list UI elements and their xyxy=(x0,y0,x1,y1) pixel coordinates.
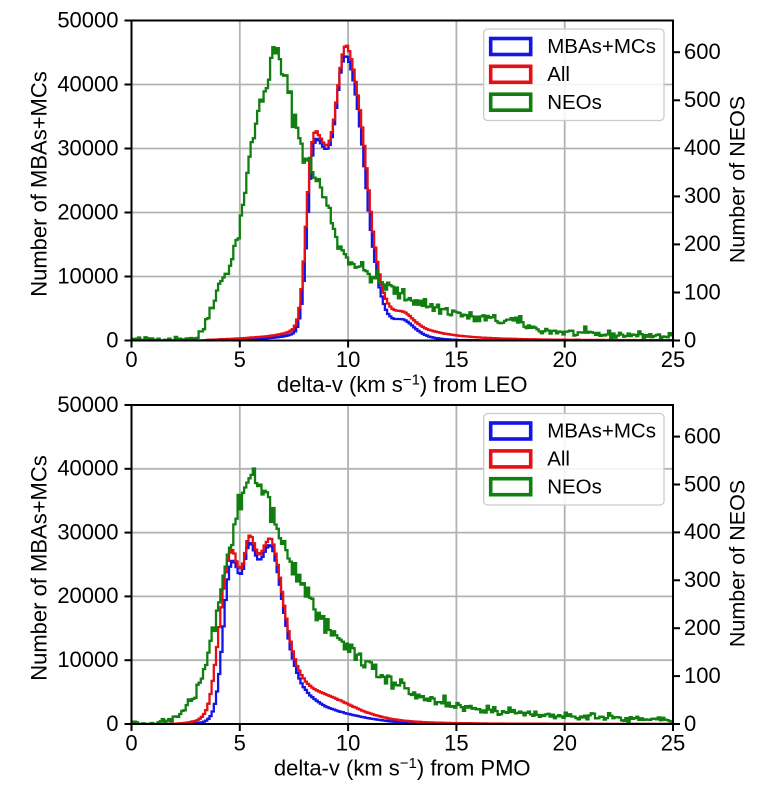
svg-text:10000: 10000 xyxy=(57,647,118,672)
svg-text:20000: 20000 xyxy=(57,583,118,608)
svg-text:10: 10 xyxy=(336,730,360,755)
svg-text:400: 400 xyxy=(684,135,721,160)
svg-text:200: 200 xyxy=(684,615,721,640)
svg-text:30000: 30000 xyxy=(57,135,118,160)
svg-text:30000: 30000 xyxy=(57,519,118,544)
svg-text:300: 300 xyxy=(684,567,721,592)
svg-text:0: 0 xyxy=(684,711,696,736)
svg-text:5: 5 xyxy=(234,347,246,372)
svg-text:MBAs+MCs: MBAs+MCs xyxy=(547,35,656,58)
svg-text:100: 100 xyxy=(684,663,721,688)
svg-text:Number of NEOS: Number of NEOS xyxy=(726,480,750,647)
svg-text:Number of MBAs+MCs: Number of MBAs+MCs xyxy=(27,71,52,297)
svg-text:20000: 20000 xyxy=(57,199,118,224)
svg-text:NEOs: NEOs xyxy=(547,91,602,114)
svg-text:0: 0 xyxy=(684,327,696,352)
svg-text:20: 20 xyxy=(552,730,576,755)
svg-text:600: 600 xyxy=(684,423,721,448)
svg-text:200: 200 xyxy=(684,231,721,256)
svg-text:15: 15 xyxy=(444,730,468,755)
svg-text:delta-v (km s−1) from PMO: delta-v (km s−1) from PMO xyxy=(274,755,531,781)
svg-text:600: 600 xyxy=(684,39,721,64)
svg-text:300: 300 xyxy=(684,183,721,208)
svg-text:10000: 10000 xyxy=(57,263,118,288)
svg-text:10: 10 xyxy=(336,347,360,372)
svg-text:400: 400 xyxy=(684,519,721,544)
svg-text:MBAs+MCs: MBAs+MCs xyxy=(547,420,656,443)
svg-text:20: 20 xyxy=(552,347,576,372)
svg-text:100: 100 xyxy=(684,279,721,304)
svg-text:500: 500 xyxy=(684,87,721,112)
svg-text:0: 0 xyxy=(125,730,137,755)
svg-text:15: 15 xyxy=(444,347,468,372)
svg-text:40000: 40000 xyxy=(57,71,118,96)
svg-text:50000: 50000 xyxy=(57,392,118,417)
svg-text:50000: 50000 xyxy=(57,7,118,32)
svg-text:All: All xyxy=(547,63,570,86)
svg-text:delta-v (km s−1) from LEO: delta-v (km s−1) from LEO xyxy=(277,371,528,397)
svg-text:500: 500 xyxy=(684,471,721,496)
svg-text:0: 0 xyxy=(106,711,118,736)
svg-text:40000: 40000 xyxy=(57,456,118,481)
svg-text:5: 5 xyxy=(234,730,246,755)
svg-text:Number of NEOS: Number of NEOS xyxy=(726,96,750,263)
svg-text:25: 25 xyxy=(661,730,685,755)
svg-text:All: All xyxy=(547,448,570,471)
svg-text:Number of MBAs+MCs: Number of MBAs+MCs xyxy=(27,455,52,681)
svg-text:0: 0 xyxy=(125,347,137,372)
svg-text:25: 25 xyxy=(661,347,685,372)
svg-text:NEOs: NEOs xyxy=(547,475,602,498)
svg-text:0: 0 xyxy=(106,327,118,352)
